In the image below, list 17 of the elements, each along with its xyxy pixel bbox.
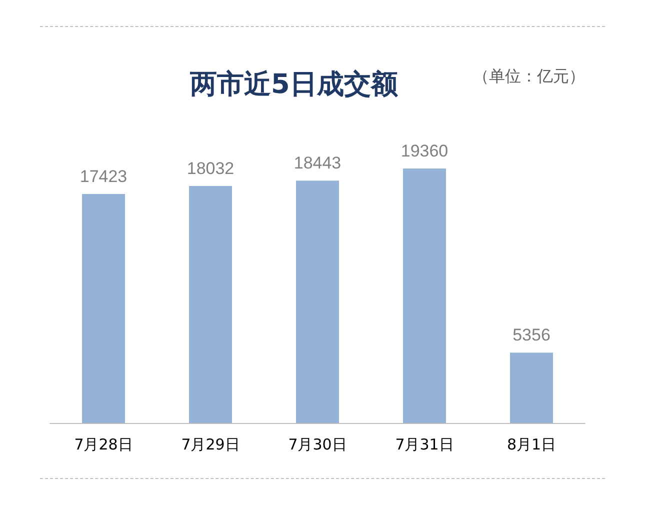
text: （单位：亿元） (473, 66, 585, 86)
bar (296, 180, 339, 423)
data-label: 17423 (80, 167, 128, 186)
bar (403, 168, 446, 423)
data-label: 18443 (294, 154, 342, 173)
x-tick-label: 7月30日 (288, 436, 347, 454)
x-tick-label: 8月1日 (506, 436, 556, 454)
x-tick-label: 7月31日 (395, 436, 454, 454)
bar (189, 186, 232, 423)
bar (82, 194, 125, 423)
data-label: 18032 (186, 159, 234, 178)
x-tick-label: 7月29日 (181, 436, 240, 454)
x-tick-label: 7月28日 (74, 436, 133, 454)
bar (510, 352, 553, 423)
data-label: 19360 (400, 142, 448, 161)
chart-title: 两市近5日成交额 (189, 69, 399, 100)
data-label: 5356 (512, 326, 550, 345)
